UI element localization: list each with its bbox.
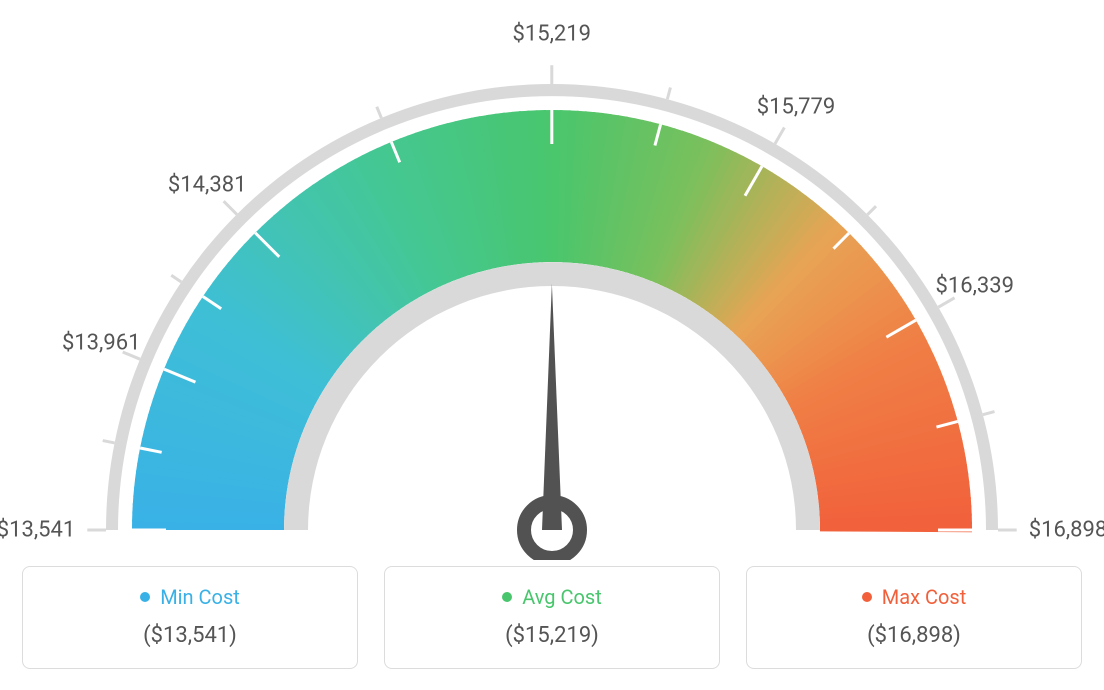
legend-value: ($16,898) — [867, 623, 961, 648]
legend-label: Avg Cost — [522, 585, 602, 609]
legend-title: Avg Cost — [502, 585, 602, 609]
gauge-tick-label: $13,961 — [62, 331, 141, 356]
gauge-tick — [224, 201, 237, 214]
legend-value: ($15,219) — [505, 623, 599, 648]
gauge-tick — [171, 275, 181, 282]
legend-dot-icon — [502, 592, 512, 602]
legend-value: ($13,541) — [143, 623, 237, 648]
gauge-needle — [542, 283, 562, 530]
legend-card: Min Cost ($13,541) — [22, 566, 358, 669]
gauge-tick — [867, 206, 876, 215]
legend-label: Max Cost — [882, 585, 967, 609]
gauge-tick — [775, 128, 784, 144]
legend-dot-icon — [140, 592, 150, 602]
legend-title: Max Cost — [862, 585, 967, 609]
legend-dot-icon — [862, 592, 872, 602]
legend-card: Max Cost ($16,898) — [746, 566, 1082, 669]
gauge-tick — [667, 87, 670, 99]
gauge-chart: $13,541$13,961$14,381$15,219$15,779$16,3… — [22, 20, 1082, 560]
legend-row: Min Cost ($13,541) Avg Cost ($15,219) Max Co… — [22, 566, 1082, 669]
gauge-tick-label: $13,541 — [0, 518, 75, 543]
legend-label: Min Cost — [160, 585, 240, 609]
gauge-tick-label: $16,339 — [935, 274, 1014, 299]
gauge-svg — [22, 20, 1082, 560]
gauge-tick-label: $15,779 — [757, 95, 836, 120]
gauge-tick — [377, 107, 382, 118]
gauge-tick — [983, 412, 995, 415]
gauge-tick — [103, 441, 115, 443]
gauge-tick-label: $14,381 — [168, 172, 247, 197]
legend-card: Avg Cost ($15,219) — [384, 566, 720, 669]
gauge-tick-label: $15,219 — [513, 22, 592, 47]
gauge-tick-label: $16,898 — [1029, 518, 1104, 543]
gauge-tick — [938, 298, 954, 307]
legend-title: Min Cost — [140, 585, 240, 609]
